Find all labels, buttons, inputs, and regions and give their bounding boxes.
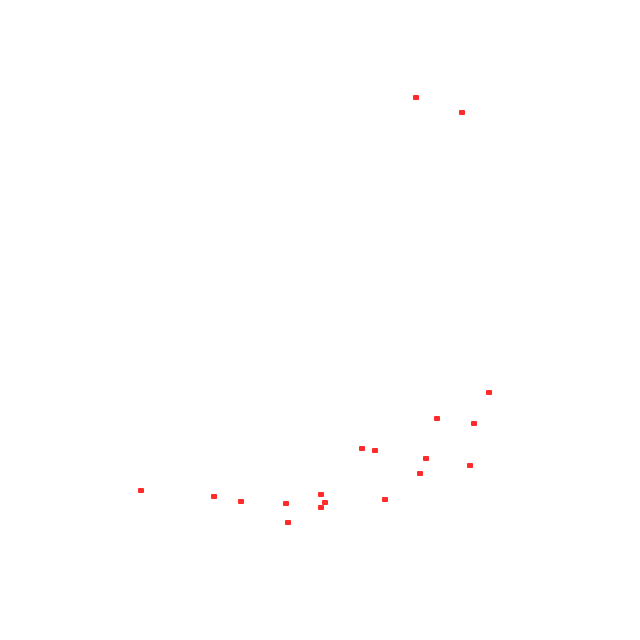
point: [238, 499, 244, 504]
point: [283, 501, 289, 506]
point: [467, 463, 473, 468]
point: [459, 110, 465, 115]
point: [318, 505, 324, 510]
point: [372, 448, 378, 453]
point: [423, 456, 429, 461]
point: [471, 421, 477, 426]
point: [434, 416, 440, 421]
point: [138, 488, 144, 493]
point: [359, 446, 365, 451]
point: [322, 500, 328, 505]
point: [318, 492, 324, 497]
point: [382, 497, 388, 502]
point: [285, 520, 291, 525]
point: [211, 494, 217, 499]
point: [417, 471, 423, 476]
point: [413, 95, 419, 100]
point: [486, 390, 492, 395]
